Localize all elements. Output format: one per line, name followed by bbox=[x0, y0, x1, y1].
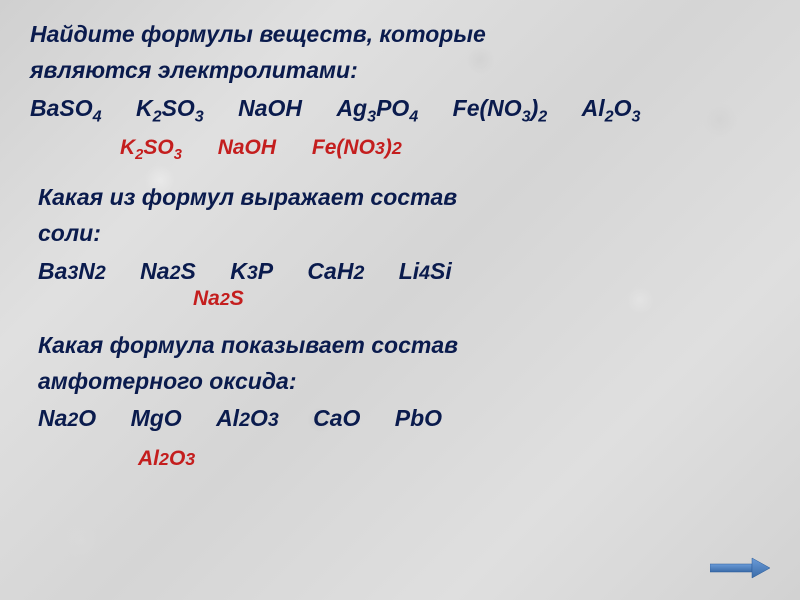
formula-feno32: Fe(NO3)2 bbox=[453, 92, 548, 128]
formula-k2so3: K2SO3 bbox=[136, 92, 204, 128]
formula-baso4: BaSO4 bbox=[30, 92, 102, 128]
formula-cah2: CaH2 bbox=[307, 255, 364, 287]
formula-al2o3-2: Al2O3 bbox=[216, 402, 279, 434]
formula-ba3n2: Ba3N2 bbox=[38, 255, 106, 287]
answer-k2so3: K2SO3 bbox=[120, 134, 182, 165]
formula-na2s: Na2S bbox=[140, 255, 196, 287]
formula-mgo: MgO bbox=[131, 402, 182, 434]
answer-1: K2SO3 NaOH Fe(NO3)2 bbox=[30, 134, 770, 165]
formulas-1: BaSO4 K2SO3 NaOH Ag3PO4 Fe(NO3)2 Al2O3 bbox=[30, 92, 770, 128]
formula-naoh: NaOH bbox=[238, 92, 302, 124]
formula-al2o3: Al2O3 bbox=[582, 92, 641, 128]
answer-3: Al2O3 bbox=[38, 445, 770, 472]
formulas-2: Ba3N2 Na2S K3P CaH2 Li4Si bbox=[38, 255, 770, 287]
question-3-line2: амфотерного оксида: bbox=[38, 367, 770, 397]
formulas-3: Na2O MgO Al2O3 CaO PbO bbox=[38, 402, 770, 434]
formula-li4si: Li4Si bbox=[399, 255, 452, 287]
answer-feno32: Fe(NO3)2 bbox=[312, 134, 402, 161]
answer-na2s: Na2S bbox=[193, 287, 244, 310]
section-3: Какая формула показывает состав амфотерн… bbox=[30, 331, 770, 472]
question-1-line2: являются электролитами: bbox=[30, 56, 770, 86]
section-1: Найдите формулы веществ, которые являютс… bbox=[30, 20, 770, 165]
answer-naoh: NaOH bbox=[218, 134, 276, 161]
section-2: Какая из формул выражает состав соли: Ba… bbox=[30, 183, 770, 312]
question-1-line1: Найдите формулы веществ, которые bbox=[30, 20, 770, 50]
answer-2: Na2S bbox=[38, 285, 770, 312]
formula-na2o: Na2O bbox=[38, 402, 96, 434]
question-3-line1: Какая формула показывает состав bbox=[38, 331, 770, 361]
formula-cao: CaO bbox=[313, 402, 360, 434]
question-2-line1: Какая из формул выражает состав bbox=[38, 183, 770, 213]
next-arrow-icon[interactable] bbox=[710, 556, 770, 580]
formula-k3p: K3P bbox=[230, 255, 273, 287]
question-2-line2: соли: bbox=[38, 219, 770, 249]
formula-pbo: PbO bbox=[395, 402, 442, 434]
answer-al2o3: Al2O3 bbox=[138, 447, 195, 470]
formula-ag3po4: Ag3PO4 bbox=[336, 92, 418, 128]
